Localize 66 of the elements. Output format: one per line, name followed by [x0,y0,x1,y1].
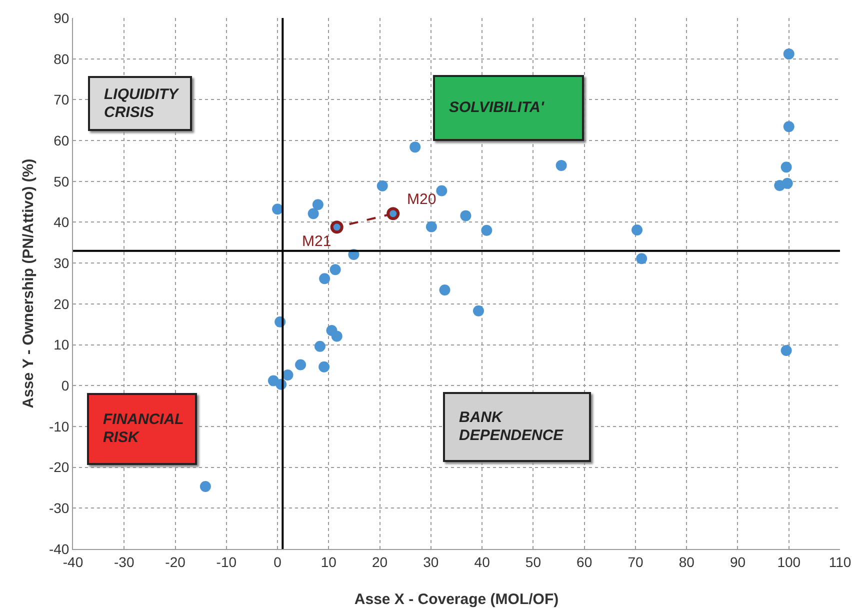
y-tick-label: 60 [54,132,70,148]
x-tick-label: 20 [372,554,388,570]
y-tick-label: 0 [61,378,70,394]
point [318,361,330,372]
x-tick-label: 60 [576,554,592,570]
y-tick-label: -30 [48,500,70,516]
x-tick-label: 110 [828,554,852,570]
y-tick-label: -20 [48,459,70,476]
point [282,370,294,380]
point [308,208,319,220]
point [481,224,492,236]
label-box: BANK DEPENDENCE [443,392,591,462]
x-tick-label: 100 [777,554,801,570]
point [386,207,400,220]
point [319,273,330,284]
y-tick-label: -40 [48,540,70,557]
annotation: M20 [407,191,436,208]
point [439,284,450,296]
point [783,121,794,132]
point [330,264,341,276]
label-box: FINANCIAL RISK [87,393,197,465]
point [472,305,484,316]
label-box: SOLVIBILITA' [433,75,584,141]
point [200,481,211,492]
point [312,199,324,210]
point [780,162,792,173]
x-tick-label: 80 [678,554,695,570]
x-tick-label: 90 [730,554,746,570]
y-tick-label: 70 [54,92,70,108]
y-tick-label: 80 [54,50,70,67]
annotation: M21 [302,233,332,250]
x-tick-label: 70 [628,554,644,570]
x-tick-label: -20 [165,554,186,570]
point [330,220,344,234]
y-tick-label: 20 [54,296,70,312]
x-tick-label: 30 [423,554,439,570]
x-tick-label: 50 [525,554,542,570]
y-tick-label: 40 [54,214,70,230]
point [410,142,421,153]
point [632,224,642,236]
point [272,204,284,215]
point [460,210,472,222]
y-tick-label: 10 [54,336,70,353]
point [331,330,342,342]
point [295,359,306,370]
y-axis-title: Asse Y - Ownership (PN/Attivo) (%) [20,158,37,408]
y-tick-label: 50 [54,173,70,190]
point [436,185,448,196]
point [780,344,792,356]
point [782,178,793,189]
label-box: LIQUIDITY CRISIS [88,76,192,131]
point [314,340,326,352]
point [636,253,648,264]
x-tick-label: -30 [114,554,134,570]
point [556,160,567,171]
x-axis-title: Asse X - Coverage (MOL/OF) [354,591,559,608]
y-tick-label: -10 [48,418,70,434]
x-tick-label: 0 [274,554,282,570]
y-tick-label: 90 [54,10,70,26]
y-tick-label: 30 [54,254,70,271]
x-tick-label: -10 [216,554,237,570]
point [783,48,794,60]
point [376,180,388,192]
point [426,221,437,232]
x-tick-label: 40 [474,554,490,570]
x-tick-label: 10 [320,554,337,570]
